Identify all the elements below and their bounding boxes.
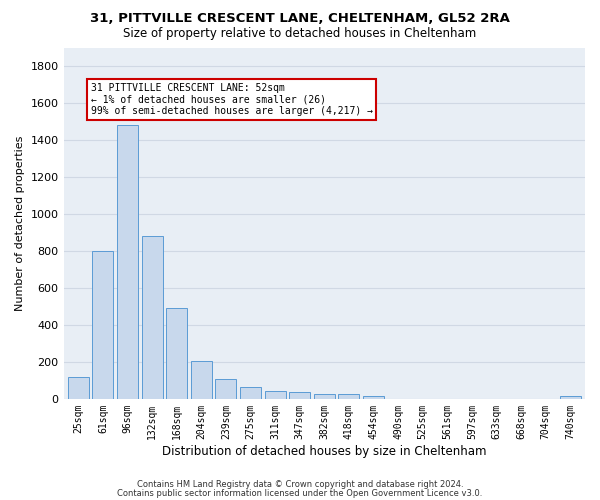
Y-axis label: Number of detached properties: Number of detached properties <box>15 136 25 311</box>
Text: Contains public sector information licensed under the Open Government Licence v3: Contains public sector information licen… <box>118 488 482 498</box>
X-axis label: Distribution of detached houses by size in Cheltenham: Distribution of detached houses by size … <box>162 444 487 458</box>
Text: Contains HM Land Registry data © Crown copyright and database right 2024.: Contains HM Land Registry data © Crown c… <box>137 480 463 489</box>
Bar <box>289 392 310 399</box>
Bar <box>363 396 384 399</box>
Bar <box>117 125 138 399</box>
Bar <box>338 394 359 399</box>
Text: Size of property relative to detached houses in Cheltenham: Size of property relative to detached ho… <box>124 28 476 40</box>
Bar <box>92 251 113 399</box>
Bar <box>240 387 261 399</box>
Bar <box>215 380 236 399</box>
Bar <box>142 236 163 399</box>
Text: 31, PITTVILLE CRESCENT LANE, CHELTENHAM, GL52 2RA: 31, PITTVILLE CRESCENT LANE, CHELTENHAM,… <box>90 12 510 26</box>
Text: 31 PITTVILLE CRESCENT LANE: 52sqm
← 1% of detached houses are smaller (26)
99% o: 31 PITTVILLE CRESCENT LANE: 52sqm ← 1% o… <box>91 82 373 116</box>
Bar <box>191 361 212 399</box>
Bar <box>560 396 581 399</box>
Bar <box>265 392 286 399</box>
Bar <box>166 308 187 399</box>
Bar <box>68 376 89 399</box>
Bar <box>314 394 335 399</box>
